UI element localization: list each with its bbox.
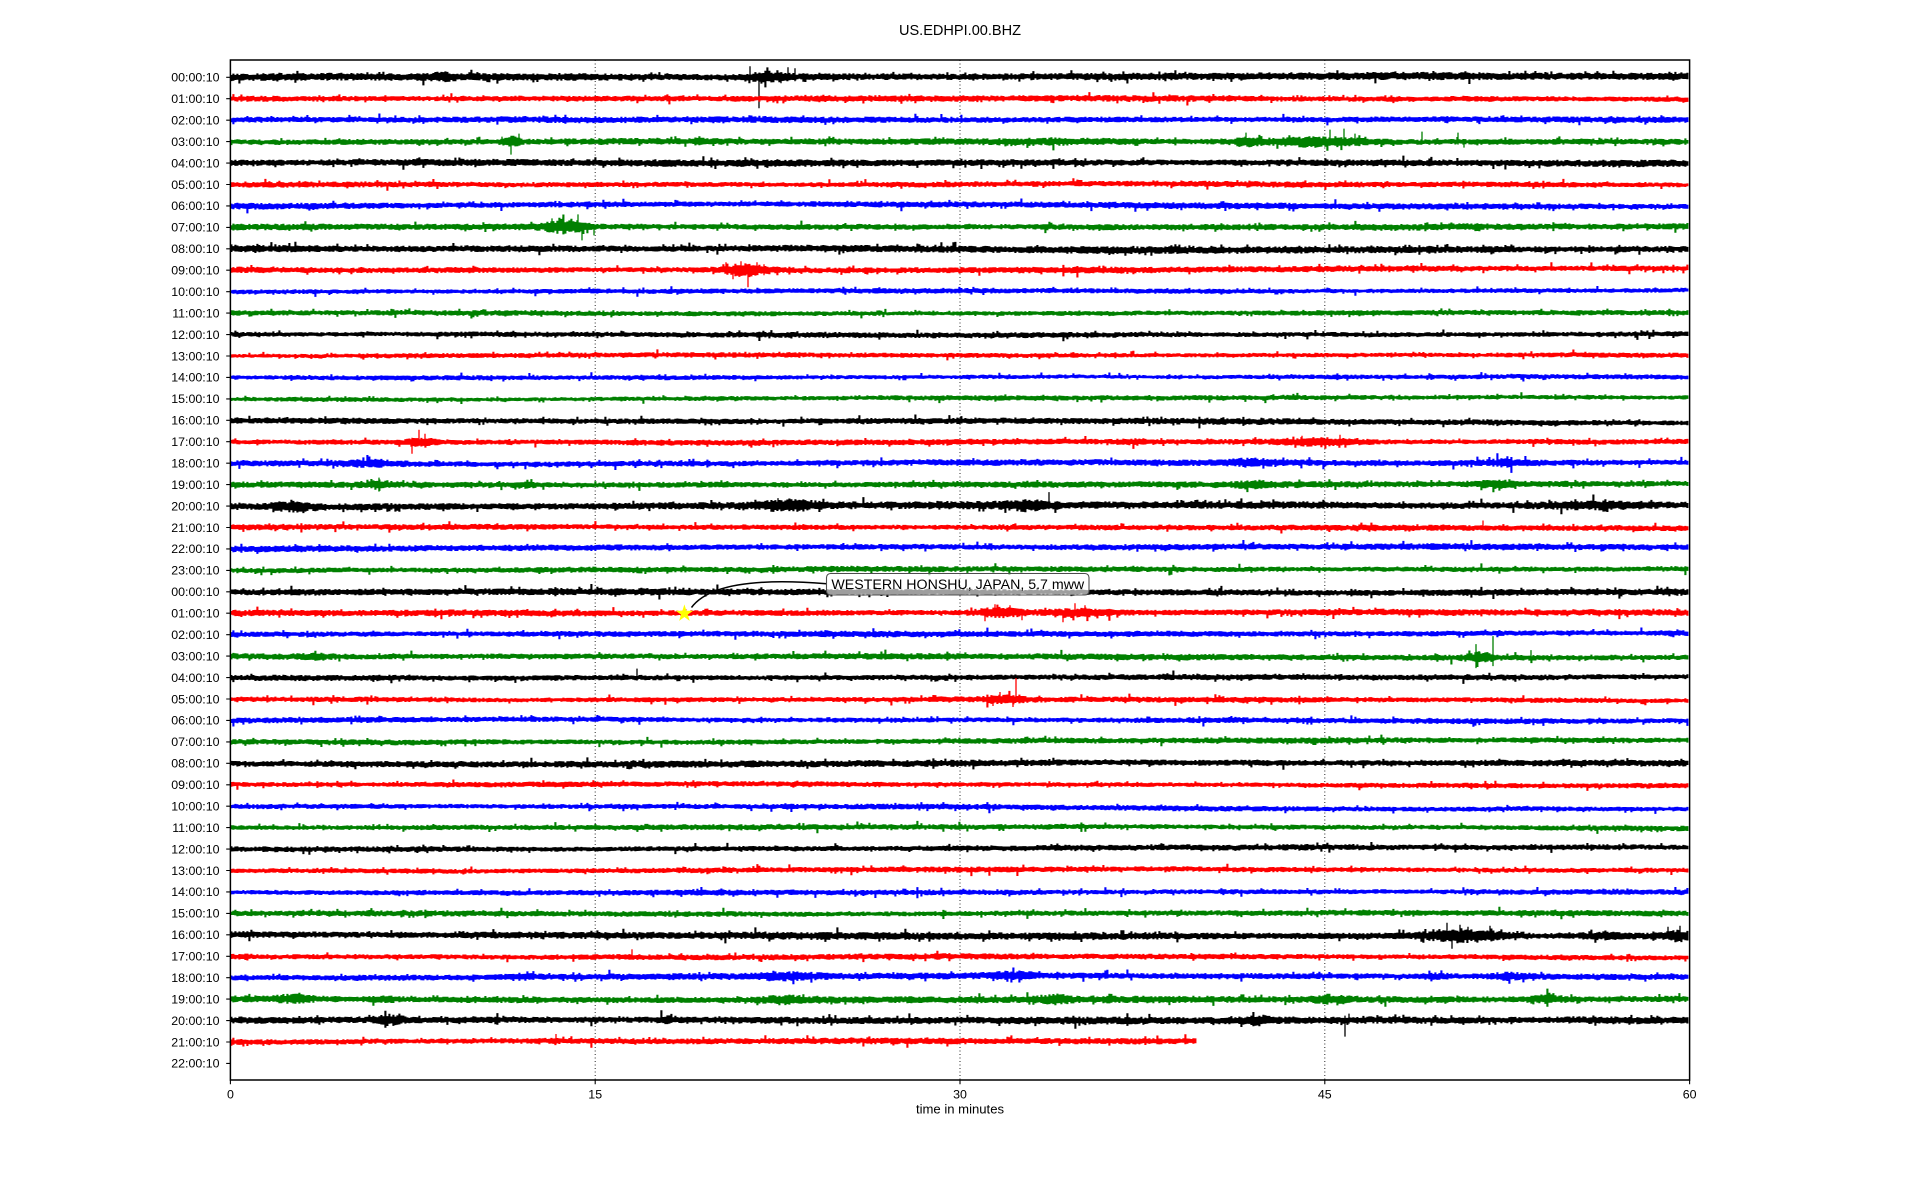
- svg-text:12:00:10: 12:00:10: [171, 328, 219, 342]
- svg-text:15: 15: [588, 1087, 602, 1101]
- svg-text:time in minutes: time in minutes: [916, 1102, 1005, 1117]
- svg-text:09:00:10: 09:00:10: [171, 778, 219, 792]
- svg-text:16:00:10: 16:00:10: [171, 414, 219, 428]
- svg-text:14:00:10: 14:00:10: [171, 885, 219, 899]
- svg-text:21:00:10: 21:00:10: [171, 1035, 219, 1049]
- svg-text:14:00:10: 14:00:10: [171, 371, 219, 385]
- svg-text:13:00:10: 13:00:10: [171, 864, 219, 878]
- svg-text:13:00:10: 13:00:10: [171, 349, 219, 363]
- svg-text:08:00:10: 08:00:10: [171, 242, 219, 256]
- svg-text:07:00:10: 07:00:10: [171, 735, 219, 749]
- svg-text:18:00:10: 18:00:10: [171, 971, 219, 985]
- svg-text:10:00:10: 10:00:10: [171, 285, 219, 299]
- svg-text:20:00:10: 20:00:10: [171, 499, 219, 513]
- svg-text:05:00:10: 05:00:10: [171, 692, 219, 706]
- svg-text:US.EDHPI.00.BHZ: US.EDHPI.00.BHZ: [899, 23, 1021, 39]
- svg-text:17:00:10: 17:00:10: [171, 950, 219, 964]
- svg-text:09:00:10: 09:00:10: [171, 264, 219, 278]
- svg-text:04:00:10: 04:00:10: [171, 156, 219, 170]
- svg-text:00:00:10: 00:00:10: [171, 71, 219, 85]
- svg-text:15:00:10: 15:00:10: [171, 392, 219, 406]
- svg-text:11:00:10: 11:00:10: [172, 821, 219, 835]
- svg-text:30: 30: [953, 1087, 967, 1101]
- svg-text:05:00:10: 05:00:10: [171, 178, 219, 192]
- svg-text:06:00:10: 06:00:10: [171, 199, 219, 213]
- svg-text:11:00:10: 11:00:10: [172, 306, 219, 320]
- svg-text:17:00:10: 17:00:10: [171, 435, 219, 449]
- svg-text:02:00:10: 02:00:10: [171, 114, 219, 128]
- svg-text:21:00:10: 21:00:10: [171, 521, 219, 535]
- svg-text:23:00:10: 23:00:10: [171, 564, 219, 578]
- svg-text:45: 45: [1318, 1087, 1332, 1101]
- svg-text:22:00:10: 22:00:10: [171, 1057, 219, 1071]
- svg-text:16:00:10: 16:00:10: [171, 928, 219, 942]
- svg-text:20:00:10: 20:00:10: [171, 1014, 219, 1028]
- svg-text:08:00:10: 08:00:10: [171, 757, 219, 771]
- svg-text:15:00:10: 15:00:10: [171, 907, 219, 921]
- svg-text:19:00:10: 19:00:10: [171, 992, 219, 1006]
- svg-text:12:00:10: 12:00:10: [171, 842, 219, 856]
- svg-text:19:00:10: 19:00:10: [171, 478, 219, 492]
- svg-text:07:00:10: 07:00:10: [171, 221, 219, 235]
- svg-text:04:00:10: 04:00:10: [171, 671, 219, 685]
- svg-text:22:00:10: 22:00:10: [171, 542, 219, 556]
- svg-text:03:00:10: 03:00:10: [171, 649, 219, 663]
- svg-text:0: 0: [227, 1087, 234, 1101]
- svg-text:01:00:10: 01:00:10: [171, 607, 219, 621]
- svg-text:02:00:10: 02:00:10: [171, 628, 219, 642]
- svg-text:10:00:10: 10:00:10: [171, 800, 219, 814]
- svg-text:60: 60: [1683, 1087, 1697, 1101]
- svg-text:01:00:10: 01:00:10: [171, 92, 219, 106]
- svg-text:WESTERN HONSHU, JAPAN, 5.7 mww: WESTERN HONSHU, JAPAN, 5.7 mww: [831, 577, 1085, 593]
- svg-text:18:00:10: 18:00:10: [171, 457, 219, 471]
- svg-text:00:00:10: 00:00:10: [171, 585, 219, 599]
- svg-text:03:00:10: 03:00:10: [171, 135, 219, 149]
- svg-text:06:00:10: 06:00:10: [171, 714, 219, 728]
